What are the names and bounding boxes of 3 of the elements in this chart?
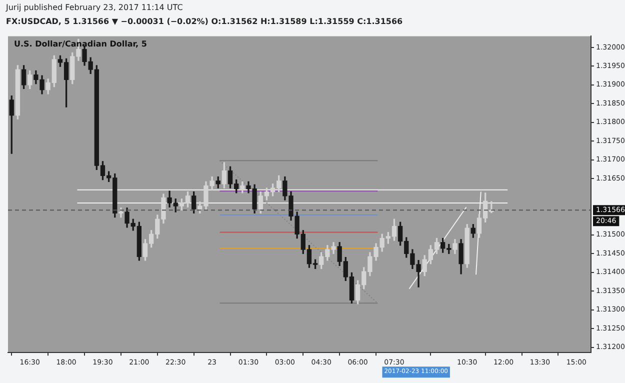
text: Jurij published February 23, 2017 11:14 UTC <box>4 2 184 14</box>
chart-subtitle: FX:USDCAD, 5 1.31566 ▼ −0.00031 (−0.02%) O:1.31562 H:1.31589 L:1.31559 C:1.31566 <box>5 16 404 28</box>
chart-title: U.S. Dollar/Canadian Dollar, 5 <box>14 39 148 48</box>
